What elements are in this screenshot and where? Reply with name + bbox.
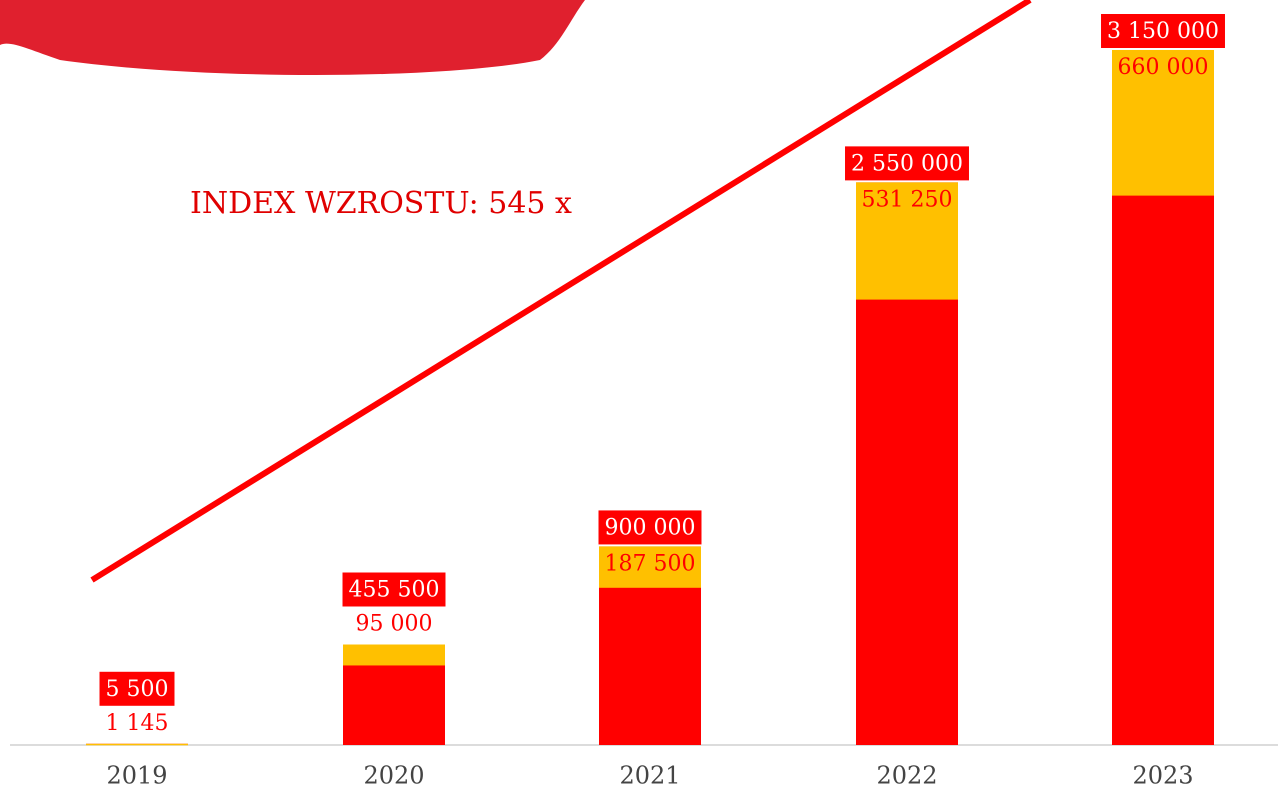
segment-label: 660 000 <box>1118 55 1209 80</box>
total-label-box <box>342 572 446 607</box>
bar-segment <box>1112 50 1214 196</box>
x-tick-label: 2022 <box>876 762 937 789</box>
total-label-box <box>99 671 175 706</box>
bar-segment <box>856 182 958 300</box>
total-label: 3 150 000 <box>1107 19 1219 44</box>
annotation: INDEX WZROSTU: 545 x <box>190 186 572 221</box>
total-label: 2 550 000 <box>851 151 963 176</box>
total-label-box <box>845 146 969 181</box>
bar-segment <box>86 743 188 746</box>
segment-label: 1 145 <box>106 711 169 736</box>
bar-segment <box>343 644 445 666</box>
segment-label: 531 250 <box>862 187 953 212</box>
total-label-box <box>1101 14 1225 48</box>
total-label: 5 500 <box>106 677 169 702</box>
total-label: 455 500 <box>349 578 440 603</box>
title-banner <box>0 0 585 75</box>
total-label-box <box>598 510 702 545</box>
bar-segment <box>599 546 701 588</box>
trend-line <box>90 0 1032 583</box>
segment-label: 187 500 <box>605 551 696 576</box>
x-tick-label: 2023 <box>1132 762 1193 789</box>
x-tick-label: 2019 <box>106 762 167 789</box>
x-tick-label: 2020 <box>363 762 424 789</box>
x-tick-label: 2021 <box>619 762 680 789</box>
total-label: 900 000 <box>605 515 696 540</box>
segment-label: 95 000 <box>356 612 433 637</box>
